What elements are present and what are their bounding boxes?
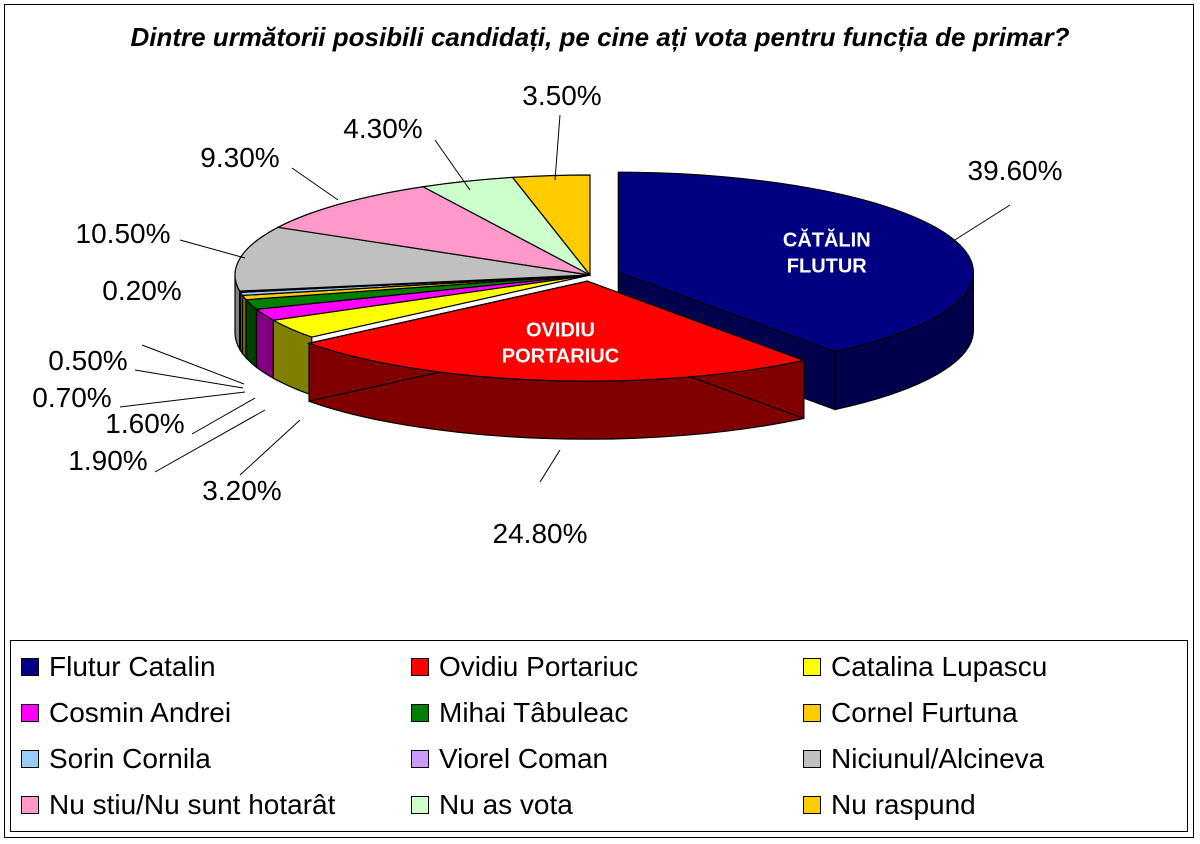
slice-nu-raspund: [511, 174, 591, 277]
leader-line-nu-as-vota: [434, 139, 471, 191]
legend-swatch: [411, 658, 429, 676]
legend-swatch: [803, 796, 821, 814]
pie-chart: CĂTĂLIN FLUTUR OVIDIU PORTARIUC 39.60% 24.80%…: [32, 80, 1062, 549]
leader-line-viorel-coman: [141, 344, 245, 385]
slice-inner-label-flutur-catalin: CĂTĂLIN: [783, 228, 871, 251]
legend-item-cosmin-andrei: Cosmin Andrei: [21, 693, 231, 733]
data-label-ovidiu-portariuc: 24.80%: [493, 518, 588, 549]
pie-labels: CĂTĂLIN FLUTUR OVIDIU PORTARIUC 39.60% 24.80%…: [32, 80, 1062, 549]
leader-line-niciunul-alcineva: [179, 239, 246, 259]
slice-inner-label-ovidiu-portariuc: PORTARIUC: [502, 346, 619, 368]
data-label-catalina-lupascu: 3.20%: [202, 475, 281, 506]
legend-swatch: [411, 704, 429, 722]
legend-label: Nu stiu/Nu sunt hotarât: [49, 789, 336, 820]
leader-line-cornel-furtuna: [119, 391, 246, 408]
legend-item-viorel-coman: Viorel Coman: [411, 739, 608, 779]
slice-ovidiu-portariuc: [306, 280, 806, 382]
legend-swatch: [21, 796, 39, 814]
legend-label: Mihai Tâbuleac: [439, 697, 629, 728]
leader-line-nu-raspund: [554, 114, 561, 181]
legend-label: Nu as vota: [439, 789, 573, 820]
data-label-nu-as-vota: 4.30%: [343, 113, 422, 144]
legend-item-cornel-furtuna: Cornel Furtuna: [803, 693, 1018, 733]
data-label-mihai-ta-buleac: 1.60%: [105, 408, 184, 439]
legend-label: Viorel Coman: [439, 743, 609, 774]
data-label-niciunul-alcineva: 10.50%: [76, 218, 171, 249]
legend-swatch: [803, 658, 821, 676]
data-label-nu-stiu-nu-sunt-hotara-t: 9.30%: [200, 142, 279, 173]
legend-item-nu-raspund: Nu raspund: [803, 785, 976, 825]
legend-label: Catalina Lupascu: [831, 651, 1048, 682]
leader-line-catalina-lupascu: [239, 419, 301, 476]
data-label-sorin-cornila: 0.50%: [48, 345, 127, 376]
legend-label: Cornel Furtuna: [831, 697, 1018, 728]
leader-line-sorin-cornila: [134, 369, 244, 389]
legend-swatch: [21, 704, 39, 722]
pie-tops: [234, 171, 975, 382]
legend-item-niciunul-alcineva: Niciunul/Alcineva: [803, 739, 1044, 779]
slice-inner-label-flutur-catalin: FLUTUR: [787, 255, 868, 277]
legend-label: Flutur Catalin: [49, 651, 216, 682]
legend-swatch: [21, 750, 39, 768]
legend-swatch: [411, 750, 429, 768]
slice-niciunul-alcineva: [234, 226, 591, 292]
leader-line-mihai-ta-buleac: [191, 397, 256, 435]
data-label-cosmin-andrei: 1.90%: [68, 445, 147, 476]
legend-swatch: [21, 658, 39, 676]
slice-nu-stiu-nu-sunt-hotara-t: [276, 186, 591, 276]
legend-label: Cosmin Andrei: [49, 697, 232, 728]
data-label-nu-raspund: 3.50%: [522, 80, 601, 111]
legend-item-flutur-catalin: Flutur Catalin: [21, 647, 216, 687]
legend-label: Niciunul/Alcineva: [831, 743, 1045, 774]
legend-swatch: [411, 796, 429, 814]
data-label-viorel-coman: 0.20%: [102, 275, 181, 306]
legend-label: Nu raspund: [831, 789, 976, 820]
slice-side-cosmin-andrei: [255, 308, 274, 380]
leader-line-cosmin-andrei: [154, 409, 266, 473]
legend-label: Sorin Cornila: [49, 743, 211, 774]
legend-item-sorin-cornila: Sorin Cornila: [21, 739, 211, 779]
legend-item-nu-as-vota: Nu as vota: [411, 785, 573, 825]
leader-line-nu-stiu-nu-sunt-hotara-t: [291, 167, 339, 201]
legend-item-nu-stiu-nu-sunt-hotara-t: Nu stiu/Nu sunt hotarât: [21, 785, 335, 825]
leader-line-flutur-catalin: [949, 204, 1011, 244]
legend-item-ovidiu-portariuc: Ovidiu Portariuc: [411, 647, 638, 687]
leader-line-ovidiu-portariuc: [539, 449, 561, 483]
data-label-flutur-catalin: 39.60%: [968, 155, 1063, 186]
legend-item-catalina-lupascu: Catalina Lupascu: [803, 647, 1047, 687]
legend-swatch: [803, 750, 821, 768]
legend-swatch: [803, 704, 821, 722]
slice-side-mihai-ta-buleac: [245, 298, 258, 369]
legend-item-mihai-ta-buleac: Mihai Tâbuleac: [411, 693, 628, 733]
chart-title: Dintre următorii posibili candidați, pe …: [130, 22, 1070, 52]
legend: Flutur Catalin Ovidiu Portariuc Catalina L…: [10, 640, 1188, 832]
legend-label: Ovidiu Portariuc: [439, 651, 639, 682]
slice-inner-label-ovidiu-portariuc: OVIDIU: [526, 320, 595, 342]
data-label-cornel-furtuna: 0.70%: [32, 382, 111, 413]
